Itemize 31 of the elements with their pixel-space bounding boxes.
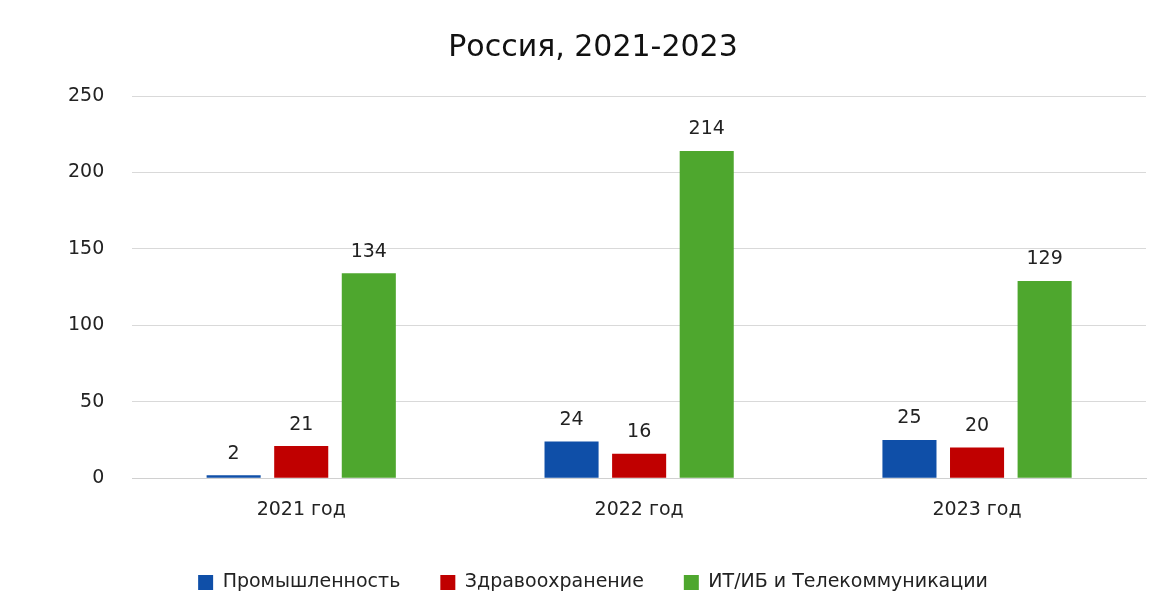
data-label: 129 (1026, 246, 1063, 269)
bar (341, 273, 396, 478)
y-tick-label: 150 (68, 235, 105, 258)
data-label: 214 (688, 116, 725, 139)
x-tick-label: 2023 год (932, 496, 1022, 519)
bar (950, 447, 1005, 478)
legend-label: Здравоохранение (464, 569, 644, 592)
legend-label: ИТ/ИБ и Телекоммуникации (708, 569, 988, 592)
y-tick-label: 250 (68, 82, 105, 105)
data-label: 2 (227, 440, 240, 463)
data-label: 25 (897, 405, 922, 428)
bar (274, 446, 329, 478)
data-label: 24 (559, 406, 584, 429)
y-tick-label: 100 (68, 312, 105, 335)
data-label: 21 (289, 411, 314, 434)
y-tick-label: 50 (80, 388, 105, 411)
chart-title: Россия, 2021-2023 (448, 27, 738, 63)
bar (882, 439, 937, 478)
bar (679, 151, 734, 478)
x-tick-label: 2022 год (594, 496, 684, 519)
y-tick-label: 0 (92, 465, 105, 488)
y-tick-label: 200 (68, 159, 105, 182)
x-tick-label: 2021 год (256, 496, 346, 519)
data-label: 16 (627, 419, 652, 442)
bar (206, 475, 261, 478)
bar (612, 453, 667, 478)
bar (1017, 280, 1072, 478)
legend-label: Промышленность (222, 569, 401, 592)
data-label: 20 (964, 413, 990, 436)
bar (544, 441, 599, 478)
data-label: 134 (350, 238, 387, 261)
